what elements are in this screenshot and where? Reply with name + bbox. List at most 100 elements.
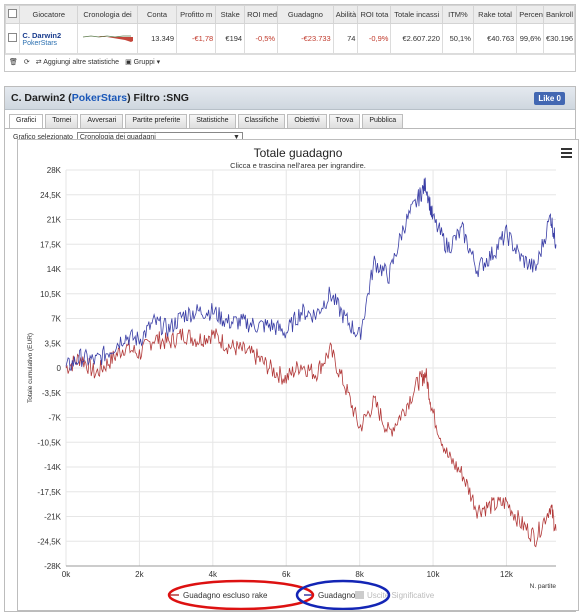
table-toolbar: 🗑 ⟳ ⇄ Aggiungi altre statistiche ▣ Grupp… <box>5 54 575 69</box>
legend-label-2: Uscite Significative <box>367 591 435 600</box>
y-tick-label: 21K <box>47 216 62 225</box>
tab-pubblica[interactable]: Pubblica <box>362 114 404 128</box>
tab-avversari[interactable]: Avversari <box>80 114 124 128</box>
y-tick-label: 7K <box>51 315 61 324</box>
x-tick-label: 12k <box>500 570 514 579</box>
y-tick-label: 24,5K <box>40 191 62 200</box>
x-axis-label: N. partite <box>530 583 557 590</box>
y-tick-label: -14K <box>44 463 62 472</box>
stat-cell-8: 50,1% <box>441 23 474 54</box>
row-select-cell[interactable] <box>4 23 21 54</box>
x-tick-label: 10k <box>427 570 441 579</box>
chart-menu-icon[interactable] <box>561 148 572 160</box>
y-tick-label: -21K <box>44 513 62 522</box>
panel-title-site[interactable]: PokerStars <box>71 92 128 104</box>
stat-cell-7: €2.607.220 <box>390 23 443 54</box>
stat-cell-5: 74 <box>332 23 359 54</box>
column-header-12[interactable]: Percen <box>516 5 544 24</box>
legend-label-0: Guadagno escluso rake <box>183 591 268 600</box>
groups-button[interactable]: ▣ Gruppi ▾ <box>125 59 161 66</box>
x-tick-label: 4k <box>209 570 218 579</box>
column-header-6[interactable]: Guadagno <box>277 5 334 24</box>
history-sparkline-cell <box>77 23 138 54</box>
player-stats-table: Giocatore Cronologia dei Conta Profitto m St… <box>4 4 576 72</box>
panel-header: C. Darwin2 (PokerStars) Filtro :SNG Like… <box>5 87 575 110</box>
tab-obiettivi[interactable]: Obiettivi <box>287 114 327 128</box>
tab-classifiche[interactable]: Classifiche <box>237 114 286 128</box>
add-stats-label: Aggiungi altre statistiche <box>43 59 120 66</box>
y-tick-label: 14K <box>47 265 62 274</box>
column-header-2[interactable]: Conta <box>136 5 178 24</box>
x-tick-label: 8k <box>355 570 364 579</box>
y-tick-label: -28K <box>44 562 62 571</box>
add-stats-button[interactable]: ⇄ Aggiungi altre statistiche <box>35 59 120 66</box>
y-tick-label: 3,5K <box>45 339 62 348</box>
tab-grafici[interactable]: Grafici <box>9 114 44 128</box>
panel-tabs: Grafici Tornei Avversari Partite preferite S… <box>5 110 575 129</box>
column-header-5[interactable]: ROI med <box>244 5 279 24</box>
column-header-4[interactable]: Stake <box>215 5 246 24</box>
like-label: Like 0 <box>538 94 561 103</box>
trash-icon[interactable]: 🗑 <box>9 59 18 66</box>
column-header-7[interactable]: Abilità <box>332 5 359 24</box>
y-tick-label: -7K <box>49 414 62 423</box>
y-tick-label: -10,5K <box>37 438 61 447</box>
chart-container[interactable]: Totale guadagno Clicca e trascina nell'a… <box>17 139 579 611</box>
stat-cell-1: -€1,78 <box>176 23 217 54</box>
chart-svg: 28K 24,5K 21K 17,5K 14K 10,5K 7K 3,5K 0 -3,5K -7K -… <box>27 166 557 611</box>
panel-title: C. Darwin2 (PokerStars) Filtro :SNG <box>11 92 189 104</box>
legend-label-1: Guadagno <box>318 591 356 600</box>
tab-partite-preferite[interactable]: Partite preferite <box>125 114 188 128</box>
y-axis-label: Totale cumulativo (EUR) <box>27 333 34 403</box>
y-tick-label: -3,5K <box>42 389 62 398</box>
panel-title-prefix: C. Darwin2 ( <box>11 92 72 104</box>
column-header-13[interactable]: Bankroll Nece <box>542 5 576 24</box>
select-all-checkbox[interactable] <box>8 9 18 18</box>
player-name-link[interactable]: C. Darwin2 <box>22 30 62 40</box>
stat-cell-6: -0,9% <box>357 23 392 54</box>
stats-grid: Giocatore Cronologia dei Conta Profitto m St… <box>4 5 576 54</box>
stat-cell-10: 99,6% <box>516 23 544 54</box>
legend-highlight-red <box>167 579 315 611</box>
facebook-like-button[interactable]: Like 0 <box>534 92 565 105</box>
legend-swatch-2 <box>355 591 364 599</box>
history-sparkline <box>82 35 133 42</box>
y-tick-label: 28K <box>47 166 62 175</box>
tab-tornei[interactable]: Tornei <box>45 114 79 128</box>
x-tick-label: 2k <box>135 570 144 579</box>
y-tick-label: 10,5K <box>40 290 62 299</box>
legend-highlight-blue <box>295 579 391 611</box>
column-header-0[interactable]: Giocatore <box>19 5 79 24</box>
column-header-11[interactable]: Rake total <box>472 5 518 24</box>
tab-statistiche[interactable]: Statistiche <box>189 114 236 128</box>
y-tick-label: 0 <box>57 364 62 373</box>
y-tick-label: -24,5K <box>37 537 61 546</box>
x-tick-label: 0k <box>62 570 71 579</box>
y-tick-label: 17,5K <box>40 240 62 249</box>
series-line-1 <box>65 177 557 371</box>
stat-cell-3: -0,5% <box>244 23 279 54</box>
panel-title-suffix: ) Filtro :SNG <box>127 92 189 104</box>
player-cell[interactable]: C. Darwin2 PokerStars <box>19 23 79 54</box>
stat-cell-4: -€23.733 <box>277 23 334 54</box>
stat-cell-2: €194 <box>215 23 246 54</box>
column-header-9[interactable]: Totale incassi <box>390 5 443 24</box>
stat-cell-0: 13.349 <box>136 23 178 54</box>
row-checkbox[interactable] <box>8 33 18 42</box>
chart-subtitle: Clicca e trascina nell'area per ingrandi… <box>230 161 366 170</box>
x-tick-label: 6k <box>282 570 291 579</box>
player-site: PokerStars <box>22 39 58 47</box>
stat-cell-11: €30.196 <box>542 23 576 54</box>
tab-trova[interactable]: Trova <box>328 114 361 128</box>
column-header-3[interactable]: Profitto m <box>176 5 217 24</box>
player-panel: C. Darwin2 (PokerStars) Filtro :SNG Like… <box>4 86 579 612</box>
y-tick-label: -17,5K <box>37 488 61 497</box>
column-header-10[interactable]: ITM% <box>441 5 474 24</box>
column-header-1[interactable]: Cronologia dei <box>77 5 138 24</box>
header-select-all[interactable] <box>4 5 21 24</box>
chevron-down-icon: ▼ <box>232 134 240 141</box>
chart-title: Totale guadagno <box>253 146 343 160</box>
refresh-icon[interactable]: ⟳ <box>23 59 30 66</box>
column-header-8[interactable]: ROI tota <box>357 5 392 24</box>
chart-select-value: Cronologia dei guadagni <box>79 134 156 141</box>
